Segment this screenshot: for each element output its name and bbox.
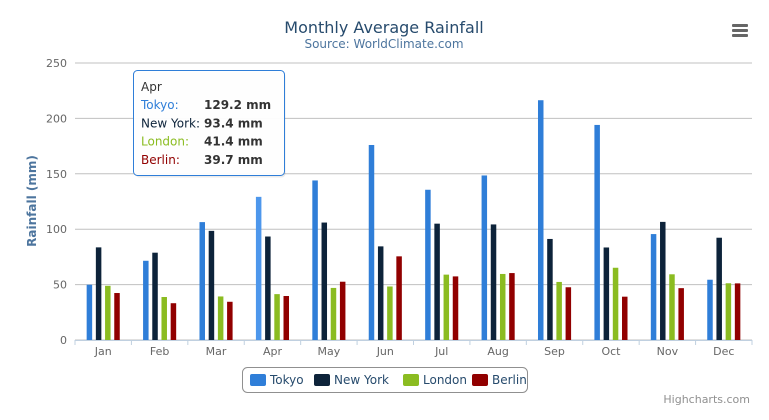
tooltip-series-value: 39.7 mm bbox=[204, 153, 263, 167]
bar-tokyo[interactable] bbox=[86, 284, 93, 340]
tooltip-series-name: London: bbox=[141, 135, 189, 149]
legend-item-berlin[interactable]: Berlin bbox=[472, 373, 527, 387]
bar-london[interactable] bbox=[161, 297, 167, 340]
y-tick-label: 150 bbox=[46, 168, 67, 181]
legend-symbol bbox=[472, 374, 488, 386]
y-tick-label: 200 bbox=[46, 112, 67, 125]
bar-london[interactable] bbox=[105, 285, 111, 340]
tooltip-series-value: 93.4 mm bbox=[204, 116, 263, 130]
x-tick-label: Feb bbox=[150, 345, 169, 358]
bar-new-york[interactable] bbox=[660, 221, 666, 340]
bar-london[interactable] bbox=[443, 274, 450, 340]
bar-new-york[interactable] bbox=[716, 237, 722, 340]
bar-berlin[interactable] bbox=[396, 256, 402, 340]
bar-tokyo[interactable] bbox=[594, 124, 600, 341]
tooltip-series-name: Tokyo: bbox=[140, 98, 179, 112]
tooltip-series-value: 129.2 mm bbox=[204, 98, 271, 112]
bar-berlin[interactable] bbox=[565, 287, 572, 340]
legend-item-london[interactable]: London bbox=[403, 373, 467, 387]
bar-tokyo[interactable] bbox=[368, 144, 375, 340]
tooltip-header: Apr bbox=[141, 80, 162, 94]
x-tick-label: Jul bbox=[434, 345, 448, 358]
bar-london[interactable] bbox=[556, 281, 562, 340]
x-tick-label: Sep bbox=[544, 345, 565, 358]
bar-berlin[interactable] bbox=[678, 288, 684, 340]
legend-label: New York bbox=[334, 373, 389, 387]
tooltip: Apr Tokyo: 129.2 mm New York: 93.4 mm London:… bbox=[133, 70, 286, 178]
y-tick-label: 250 bbox=[46, 57, 67, 70]
legend-symbol bbox=[250, 374, 266, 386]
x-tick-label: May bbox=[318, 345, 341, 358]
y-axis-label: Rainfall (mm) bbox=[25, 155, 39, 247]
bar-london[interactable] bbox=[612, 267, 619, 340]
y-tick-label: 0 bbox=[60, 334, 67, 347]
bar-berlin[interactable] bbox=[452, 276, 459, 340]
hamburger-menu-icon bbox=[732, 24, 748, 37]
x-tick-label: Aug bbox=[487, 345, 508, 358]
bar-london[interactable] bbox=[725, 283, 732, 340]
bar-london[interactable] bbox=[499, 273, 506, 340]
bar-london[interactable] bbox=[330, 287, 337, 340]
credits[interactable]: Highcharts.com bbox=[663, 393, 750, 406]
bar-berlin[interactable] bbox=[339, 281, 346, 340]
x-tick-label: Jan bbox=[94, 345, 112, 358]
legend-symbol bbox=[314, 374, 330, 386]
legend-label: Tokyo bbox=[269, 373, 304, 387]
bar-new-york[interactable] bbox=[152, 252, 158, 340]
bar-new-york[interactable] bbox=[208, 230, 215, 340]
x-tick-label: Apr bbox=[263, 345, 283, 358]
legend-item-tokyo[interactable]: Tokyo bbox=[250, 373, 304, 387]
bar-london[interactable] bbox=[387, 286, 393, 340]
tooltip-series-value: 41.4 mm bbox=[204, 135, 263, 149]
bar-new-york[interactable] bbox=[95, 247, 102, 340]
legend-label: Berlin bbox=[492, 373, 527, 387]
bar-berlin[interactable] bbox=[227, 301, 233, 340]
bar-new-york[interactable] bbox=[547, 238, 553, 340]
tooltip-series-name: Berlin: bbox=[141, 153, 180, 167]
bar-tokyo[interactable] bbox=[312, 180, 318, 340]
bar-new-york[interactable] bbox=[377, 246, 384, 340]
x-tick-label: Dec bbox=[713, 345, 734, 358]
bar-tokyo[interactable] bbox=[537, 100, 544, 341]
bar-berlin[interactable] bbox=[114, 293, 120, 340]
bar-berlin[interactable] bbox=[283, 296, 290, 340]
tooltip-series-name: New York: bbox=[141, 116, 200, 130]
bar-berlin[interactable] bbox=[509, 273, 515, 340]
bar-tokyo[interactable] bbox=[707, 279, 713, 340]
bar-tokyo[interactable] bbox=[255, 196, 262, 340]
x-tick-label: Jun bbox=[376, 345, 394, 358]
chart-title: Monthly Average Rainfall bbox=[284, 18, 483, 37]
x-tick-label: Nov bbox=[657, 345, 679, 358]
bar-tokyo[interactable] bbox=[143, 260, 149, 340]
y-tick-label: 100 bbox=[46, 223, 67, 236]
y-tick-label: 50 bbox=[53, 279, 67, 292]
bar-tokyo[interactable] bbox=[650, 234, 657, 340]
bar-new-york[interactable] bbox=[603, 247, 610, 340]
x-tick-label: Oct bbox=[601, 345, 621, 358]
bar-new-york[interactable] bbox=[434, 223, 440, 340]
bar-berlin[interactable] bbox=[170, 303, 177, 340]
bar-tokyo[interactable] bbox=[199, 222, 205, 340]
bar-new-york[interactable] bbox=[490, 224, 497, 340]
legend-label: London bbox=[423, 373, 467, 387]
bar-london[interactable] bbox=[274, 294, 280, 340]
bar-berlin[interactable] bbox=[622, 296, 628, 340]
legend-symbol bbox=[403, 374, 419, 386]
bar-tokyo[interactable] bbox=[425, 189, 431, 340]
chart-subtitle: Source: WorldClimate.com bbox=[304, 37, 463, 51]
bar-berlin[interactable] bbox=[734, 283, 741, 340]
legend-item-new-york[interactable]: New York bbox=[314, 373, 389, 387]
bar-tokyo[interactable] bbox=[481, 175, 488, 340]
bar-london[interactable] bbox=[217, 296, 224, 340]
bar-new-york[interactable] bbox=[265, 236, 271, 340]
menu-button[interactable] bbox=[728, 20, 752, 40]
bar-london[interactable] bbox=[669, 274, 675, 340]
legend: Tokyo New York London Berlin bbox=[242, 367, 528, 393]
bar-new-york[interactable] bbox=[321, 222, 328, 340]
x-tick-label: Mar bbox=[206, 345, 227, 358]
